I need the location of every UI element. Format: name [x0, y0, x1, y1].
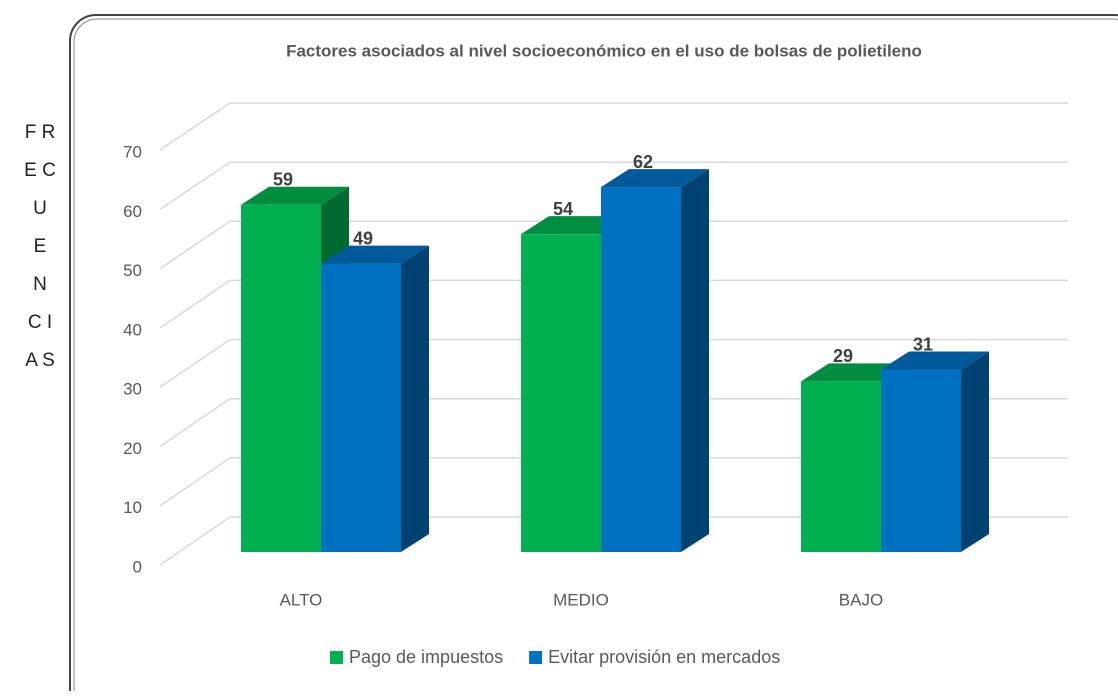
data-label: 29 [833, 346, 853, 366]
legend-swatch [529, 651, 543, 664]
data-label: 54 [553, 199, 573, 219]
y-axis-label: U [33, 198, 47, 219]
bar-top [321, 245, 429, 264]
legend-swatch [330, 651, 343, 664]
bar-top [881, 351, 989, 370]
x-tick-label: BAJO [839, 590, 883, 609]
bar-side [401, 245, 429, 552]
y-tick-label: 70 [123, 142, 142, 161]
grid-line [159, 457, 231, 507]
y-tick-label: 40 [123, 320, 142, 339]
data-label: 59 [273, 169, 293, 189]
bar [521, 234, 601, 552]
grid-line [159, 398, 231, 448]
grid-line [159, 338, 231, 388]
bar-top [601, 169, 709, 188]
y-tick-label: 30 [123, 380, 142, 399]
grid-line [159, 516, 231, 566]
bar-side [681, 169, 709, 553]
data-label: 31 [913, 334, 933, 354]
y-tick-label: 0 [133, 557, 142, 576]
bar [241, 204, 321, 552]
y-axis-label: F R [25, 122, 56, 143]
x-tick-label: MEDIO [553, 590, 609, 609]
grid-line [159, 279, 231, 329]
chart-frame-inner [73, 18, 1118, 696]
y-axis-label: E [34, 236, 47, 257]
y-tick-label: 50 [123, 261, 142, 280]
data-label: 62 [633, 152, 653, 172]
y-tick-label: 10 [123, 498, 142, 517]
bar [321, 263, 401, 552]
y-tick-label: 20 [123, 439, 142, 458]
bar-side [961, 351, 989, 552]
chart-title: Factores asociados al nivel socioeconómi… [286, 41, 922, 60]
bar-top [241, 186, 349, 205]
data-label: 49 [353, 228, 373, 248]
bar [601, 187, 681, 553]
bar [881, 369, 961, 552]
y-axis-label: N [33, 274, 47, 295]
x-tick-label: ALTO [280, 590, 323, 609]
grid-line [159, 220, 231, 270]
y-axis-label: C I [28, 312, 52, 333]
y-axis-label: A S [25, 350, 55, 371]
y-tick-label: 60 [123, 202, 142, 221]
grid-line [159, 161, 231, 210]
y-axis-label: E C [24, 160, 56, 181]
legend-label: Evitar provisión en mercados [548, 647, 780, 667]
grid-line [159, 102, 231, 151]
legend-label: Pago de impuestos [349, 647, 503, 667]
bar [801, 381, 881, 552]
